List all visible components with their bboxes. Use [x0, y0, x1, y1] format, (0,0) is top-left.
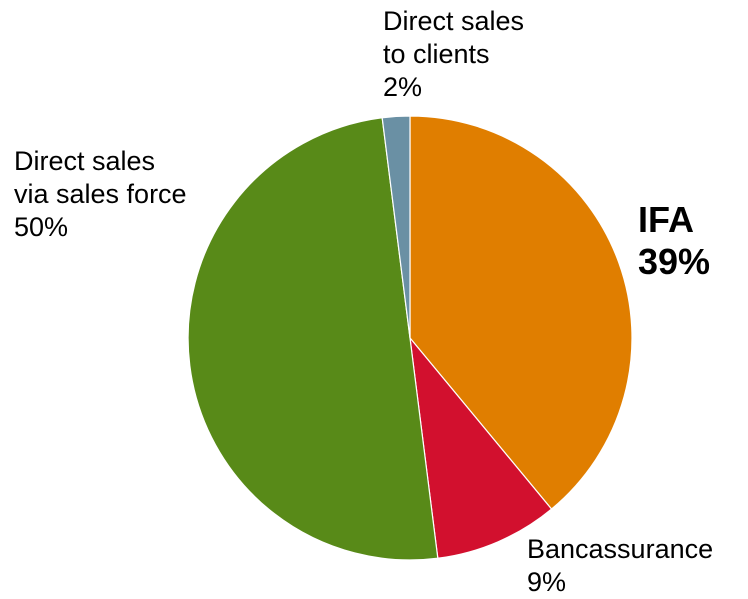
slice-label-direct-sales-force-value: 50% — [14, 212, 69, 242]
slice-label-direct-sales-force: Direct sales via sales force 50% — [14, 145, 187, 244]
pie-slice-direct-sales-force — [187, 117, 439, 561]
slice-label-ifa: IFA 39% — [638, 199, 710, 283]
pie-slice-direct-sales-clients — [381, 115, 411, 339]
slice-label-ifa-name: IFA — [638, 199, 695, 240]
slice-label-direct-sales-force-line2: via sales force — [14, 179, 187, 209]
pie-slice-ifa — [409, 115, 633, 510]
slice-label-direct-sales-clients-value: 2% — [383, 72, 423, 102]
slice-label-bancassurance: Bancassurance 9% — [527, 533, 713, 599]
slice-label-bancassurance-value: 9% — [527, 567, 567, 597]
slice-label-direct-sales-clients-line2: to clients — [383, 39, 490, 69]
pie-slice-bancassurance — [409, 336, 553, 559]
slice-label-direct-sales-clients: Direct sales to clients 2% — [383, 5, 524, 104]
slice-label-direct-sales-clients-line1: Direct sales — [383, 6, 525, 36]
pie-slices — [187, 115, 633, 561]
slice-label-bancassurance-name: Bancassurance — [527, 534, 714, 564]
slice-label-direct-sales-force-line1: Direct sales — [14, 146, 156, 176]
slice-label-ifa-value: 39% — [638, 241, 711, 282]
